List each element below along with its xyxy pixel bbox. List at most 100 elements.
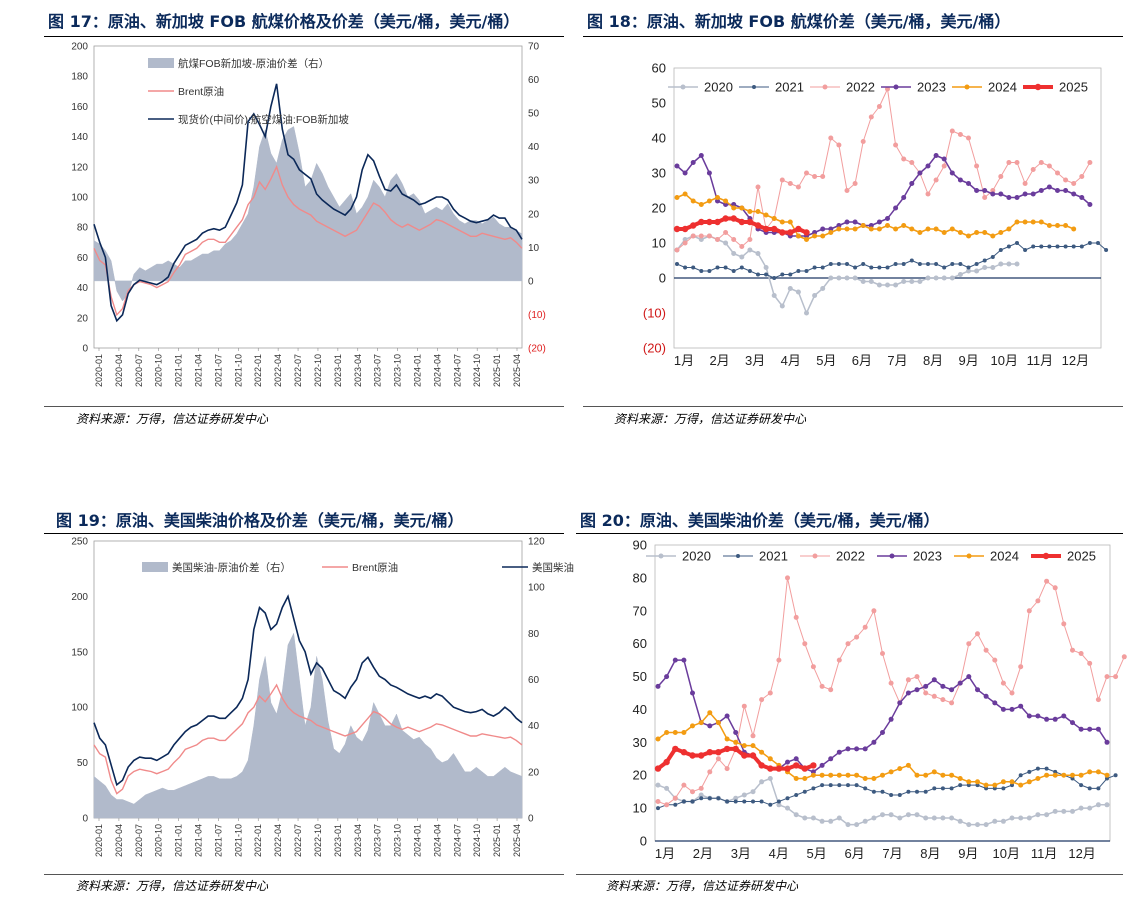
data-point: [1046, 184, 1052, 190]
legend-label: 2022: [836, 549, 865, 564]
data-point: [715, 198, 720, 204]
data-point: [723, 198, 729, 204]
y-tick-label: (20): [643, 341, 666, 356]
x-tick-label: 2020-04: [114, 824, 124, 857]
data-point: [1018, 664, 1024, 670]
data-point: [828, 135, 834, 141]
data-point: [893, 205, 899, 211]
data-point: [949, 128, 955, 134]
data-point: [723, 202, 729, 207]
x-tick-label: 12月: [1062, 353, 1089, 368]
data-point: [1006, 160, 1012, 165]
figure-19-bottom-rule: [44, 874, 564, 875]
y-left-tick-label: 140: [71, 132, 88, 143]
series-line: [676, 88, 1091, 251]
y-left-tick-label: 100: [71, 703, 88, 714]
figure-20-title-rule: [576, 533, 1123, 534]
data-point: [819, 818, 825, 824]
legend-label: 2021: [775, 80, 804, 95]
data-point: [673, 225, 681, 233]
data-point: [742, 799, 747, 804]
data-point: [1104, 674, 1110, 680]
data-point: [982, 265, 988, 270]
data-point: [785, 805, 790, 811]
x-tick-label: 2024-01: [412, 824, 422, 857]
data-point: [983, 647, 989, 653]
data-point: [836, 772, 842, 778]
data-point: [779, 219, 785, 225]
data-point: [690, 233, 696, 239]
data-point: [901, 279, 907, 284]
x-tick-label: 10月: [991, 353, 1018, 368]
data-point: [730, 215, 737, 222]
data-point: [1014, 219, 1020, 225]
data-point: [1104, 802, 1110, 808]
data-point: [764, 272, 769, 277]
data-point: [1087, 660, 1093, 666]
data-point: [796, 269, 801, 273]
data-point: [909, 226, 915, 232]
data-point: [933, 275, 939, 281]
data-point: [698, 202, 704, 207]
data-point: [975, 783, 980, 788]
data-point: [681, 799, 686, 804]
data-point: [975, 631, 980, 637]
data-point: [664, 802, 670, 808]
data-point: [655, 736, 661, 742]
data-point: [750, 733, 756, 739]
data-point: [707, 710, 713, 716]
y-tick-label: 40: [652, 131, 666, 146]
data-point: [1022, 219, 1028, 225]
data-point: [941, 156, 947, 162]
data-point: [871, 815, 877, 821]
data-point: [690, 723, 695, 729]
data-point: [983, 822, 989, 828]
data-point: [698, 752, 705, 759]
data-point: [1035, 766, 1040, 771]
data-point: [901, 195, 907, 200]
data-point: [1035, 812, 1041, 818]
data-point: [1055, 244, 1060, 249]
data-point: [1014, 195, 1020, 200]
data-point: [974, 163, 980, 169]
data-point: [739, 265, 744, 270]
series-line: [676, 154, 1091, 237]
legend-marker: [1042, 552, 1050, 560]
data-point: [1044, 578, 1050, 584]
data-point: [707, 769, 713, 775]
data-point: [698, 792, 704, 798]
data-point: [804, 170, 809, 176]
data-point: [880, 772, 885, 778]
legend-label: Brent原油: [178, 85, 224, 98]
data-point: [1038, 160, 1044, 165]
y-tick-label: 0: [659, 271, 666, 286]
data-point: [681, 657, 687, 663]
data-point: [983, 782, 989, 788]
data-point: [795, 225, 802, 233]
data-point: [655, 782, 661, 788]
data-point: [802, 776, 808, 781]
data-point: [1096, 786, 1101, 791]
x-tick-label: 2022-01: [253, 824, 263, 857]
data-point: [914, 674, 920, 680]
data-point: [990, 233, 996, 239]
data-point: [751, 799, 755, 804]
y-right-tick-label: 60: [528, 675, 540, 686]
data-point: [888, 680, 894, 686]
chart-20: 0 10 20 30 40 50 60 70 80 90 1月 2月 3月 4月 5月 6月 7月 8月 9月 10月…: [633, 538, 1127, 861]
legend-marker: [658, 553, 664, 559]
data-point: [812, 174, 818, 179]
x-tick-label: 3月: [731, 846, 751, 861]
figure-20-bottom-rule: [576, 874, 1123, 875]
data-point: [1079, 783, 1084, 788]
data-point: [940, 772, 946, 778]
data-point: [854, 783, 859, 788]
data-point: [957, 272, 963, 277]
y-right-tick-label: 80: [528, 629, 540, 640]
data-point: [733, 795, 739, 801]
data-point: [897, 700, 903, 706]
data-point: [914, 772, 920, 778]
data-point: [828, 783, 833, 788]
data-point: [923, 690, 929, 696]
data-point: [880, 812, 885, 818]
